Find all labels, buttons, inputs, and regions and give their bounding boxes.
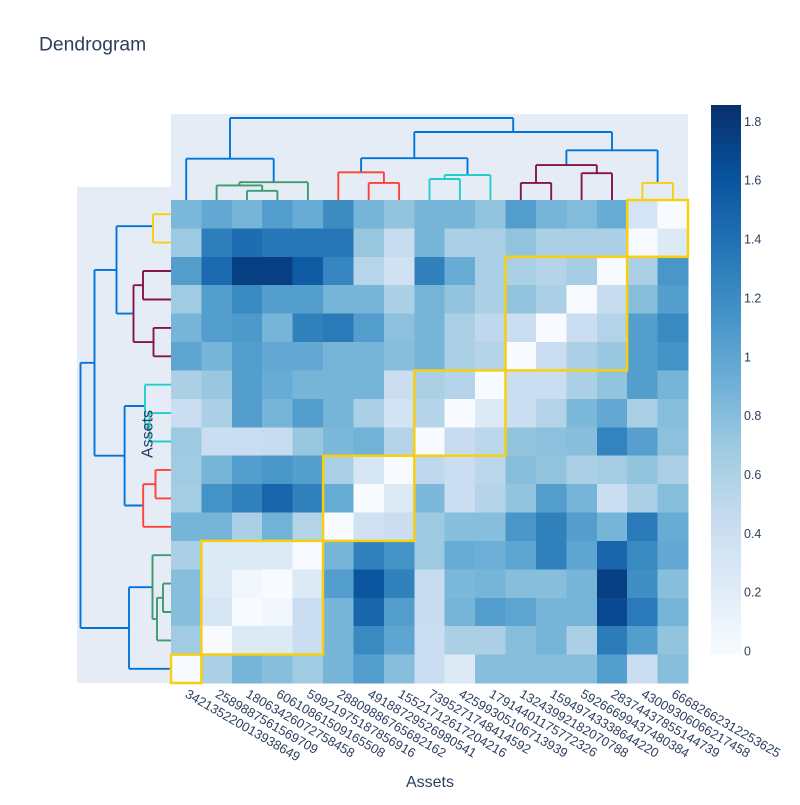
svg-text:1: 1 (744, 350, 751, 364)
svg-text:Assets: Assets (406, 774, 454, 791)
svg-text:1.8: 1.8 (744, 115, 761, 129)
svg-text:0.8: 0.8 (744, 409, 761, 423)
svg-text:0.2: 0.2 (744, 586, 761, 600)
svg-text:0.4: 0.4 (744, 527, 761, 541)
svg-text:0: 0 (744, 645, 751, 659)
svg-text:Assets: Assets (140, 410, 157, 458)
svg-text:1.6: 1.6 (744, 174, 761, 188)
svg-text:0.6: 0.6 (744, 468, 761, 482)
svg-text:1.4: 1.4 (744, 233, 761, 247)
svg-text:1.2: 1.2 (744, 291, 761, 305)
svg-text:Dendrogram: Dendrogram (39, 35, 146, 56)
